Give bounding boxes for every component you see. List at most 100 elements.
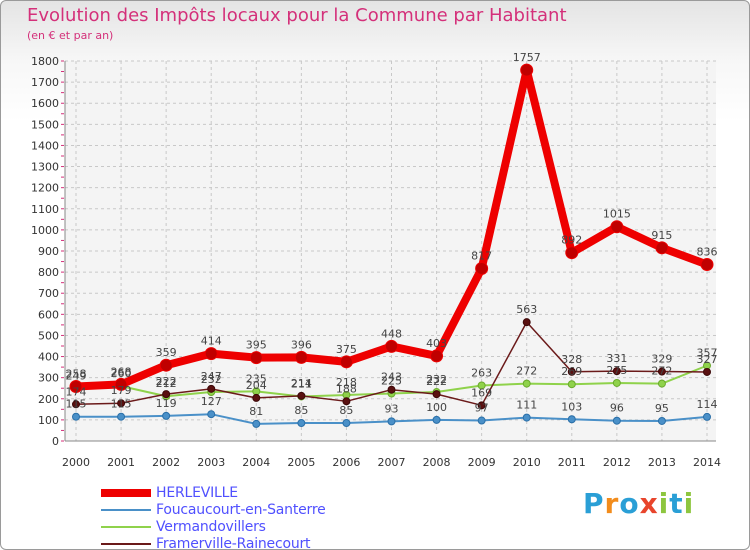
y-tick-label: 1100 bbox=[31, 203, 59, 216]
x-tick-label: 2007 bbox=[378, 456, 406, 469]
data-label-2: 249 bbox=[66, 369, 87, 382]
data-label-1: 96 bbox=[610, 402, 624, 415]
data-label-1: 100 bbox=[426, 401, 447, 414]
data-label-3: 204 bbox=[246, 379, 267, 392]
data-point-2 bbox=[657, 379, 666, 388]
data-label-2: 272 bbox=[651, 365, 672, 378]
x-tick-label: 2013 bbox=[648, 456, 676, 469]
data-label-0: 375 bbox=[336, 343, 357, 356]
y-tick-label: 1200 bbox=[31, 182, 59, 195]
data-label-3: 331 bbox=[606, 352, 627, 365]
legend-swatch-herleville bbox=[101, 488, 151, 497]
x-tick-label: 2012 bbox=[603, 456, 631, 469]
y-tick-label: 500 bbox=[38, 329, 59, 342]
y-tick-label: 0 bbox=[52, 435, 59, 448]
data-label-3: 328 bbox=[561, 353, 582, 366]
legend-item-foucaucourt: Foucaucourt-en-Santerre bbox=[101, 501, 326, 518]
data-point-1 bbox=[387, 417, 396, 426]
data-point-1 bbox=[477, 416, 486, 425]
data-point-3 bbox=[252, 393, 261, 402]
chart-legend: HERLEVILLE Foucaucourt-en-Santerre Verma… bbox=[101, 484, 326, 549]
data-point-1 bbox=[162, 411, 171, 420]
data-point-3 bbox=[162, 390, 171, 399]
data-point-1 bbox=[252, 419, 261, 428]
y-tick-label: 1700 bbox=[31, 76, 59, 89]
data-point-3 bbox=[522, 318, 531, 327]
y-tick-label: 200 bbox=[38, 393, 59, 406]
y-tick-label: 800 bbox=[38, 266, 59, 279]
data-point-0 bbox=[655, 241, 669, 255]
data-point-1 bbox=[612, 416, 621, 425]
data-point-0 bbox=[610, 220, 624, 234]
data-point-2 bbox=[522, 379, 531, 388]
data-label-2: 357 bbox=[697, 347, 718, 360]
data-point-3 bbox=[72, 400, 80, 409]
data-point-0 bbox=[520, 63, 534, 77]
data-label-1: 85 bbox=[339, 404, 353, 417]
legend-item-vermandovillers: Vermandovillers bbox=[101, 518, 326, 535]
data-point-1 bbox=[117, 412, 126, 421]
x-tick-label: 2002 bbox=[152, 456, 180, 469]
x-tick-label: 2000 bbox=[62, 456, 90, 469]
proxiti-logo: Proxiti bbox=[583, 487, 694, 520]
x-tick-label: 2009 bbox=[468, 456, 496, 469]
x-tick-label: 2003 bbox=[197, 456, 225, 469]
data-point-3 bbox=[387, 385, 396, 394]
y-tick-label: 100 bbox=[38, 414, 59, 427]
y-tick-label: 1000 bbox=[31, 224, 59, 237]
data-label-0: 403 bbox=[426, 337, 447, 350]
data-label-0: 892 bbox=[561, 234, 582, 247]
chart-subtitle: (en € et par an) bbox=[27, 29, 114, 42]
data-label-3: 222 bbox=[426, 375, 447, 388]
data-point-1 bbox=[72, 412, 80, 421]
data-point-0 bbox=[430, 349, 444, 363]
data-label-0: 395 bbox=[246, 339, 267, 352]
x-tick-label: 2010 bbox=[513, 456, 541, 469]
data-label-3: 329 bbox=[651, 353, 672, 366]
data-label-2: 225 bbox=[381, 375, 402, 388]
data-point-1 bbox=[207, 410, 216, 419]
data-label-0: 836 bbox=[697, 246, 718, 259]
data-point-2 bbox=[477, 381, 486, 390]
data-point-3 bbox=[612, 367, 621, 376]
data-label-3: 327 bbox=[697, 353, 718, 366]
data-label-2: 211 bbox=[291, 377, 312, 390]
data-label-3: 243 bbox=[381, 371, 402, 384]
data-label-2: 272 bbox=[516, 365, 537, 378]
data-label-3: 214 bbox=[291, 377, 312, 390]
data-point-3 bbox=[657, 367, 666, 376]
data-point-1 bbox=[342, 419, 351, 428]
y-tick-label: 700 bbox=[38, 287, 59, 300]
y-tick-label: 900 bbox=[38, 245, 59, 258]
data-label-2: 232 bbox=[201, 373, 222, 386]
logo-letter: P bbox=[583, 487, 605, 520]
logo-letter: i bbox=[683, 487, 695, 520]
y-tick-label: 400 bbox=[38, 351, 59, 364]
x-tick-label: 2011 bbox=[558, 456, 586, 469]
data-label-0: 1015 bbox=[603, 208, 631, 221]
data-point-3 bbox=[703, 367, 711, 376]
data-label-1: 97 bbox=[475, 402, 489, 415]
data-label-2: 235 bbox=[246, 372, 267, 385]
data-point-0 bbox=[700, 258, 714, 272]
legend-label-vermandovillers: Vermandovillers bbox=[156, 518, 266, 535]
data-label-1: 81 bbox=[249, 405, 263, 418]
x-tick-label: 2008 bbox=[423, 456, 451, 469]
x-tick-label: 2001 bbox=[107, 456, 135, 469]
data-point-1 bbox=[657, 416, 666, 425]
data-label-1: 119 bbox=[156, 397, 177, 410]
data-label-0: 268 bbox=[111, 365, 132, 378]
data-point-3 bbox=[207, 384, 216, 393]
logo-letter: x bbox=[639, 487, 659, 520]
legend-swatch-framerville bbox=[101, 542, 151, 545]
y-tick-label: 1300 bbox=[31, 161, 59, 174]
data-label-2: 212 bbox=[156, 377, 177, 390]
data-point-3 bbox=[477, 401, 486, 410]
data-point-0 bbox=[339, 355, 353, 369]
data-label-1: 115 bbox=[111, 398, 132, 411]
x-tick-label: 2005 bbox=[287, 456, 315, 469]
data-label-2: 275 bbox=[606, 364, 627, 377]
data-label-0: 258 bbox=[66, 368, 87, 381]
logo-letter: r bbox=[604, 487, 620, 520]
